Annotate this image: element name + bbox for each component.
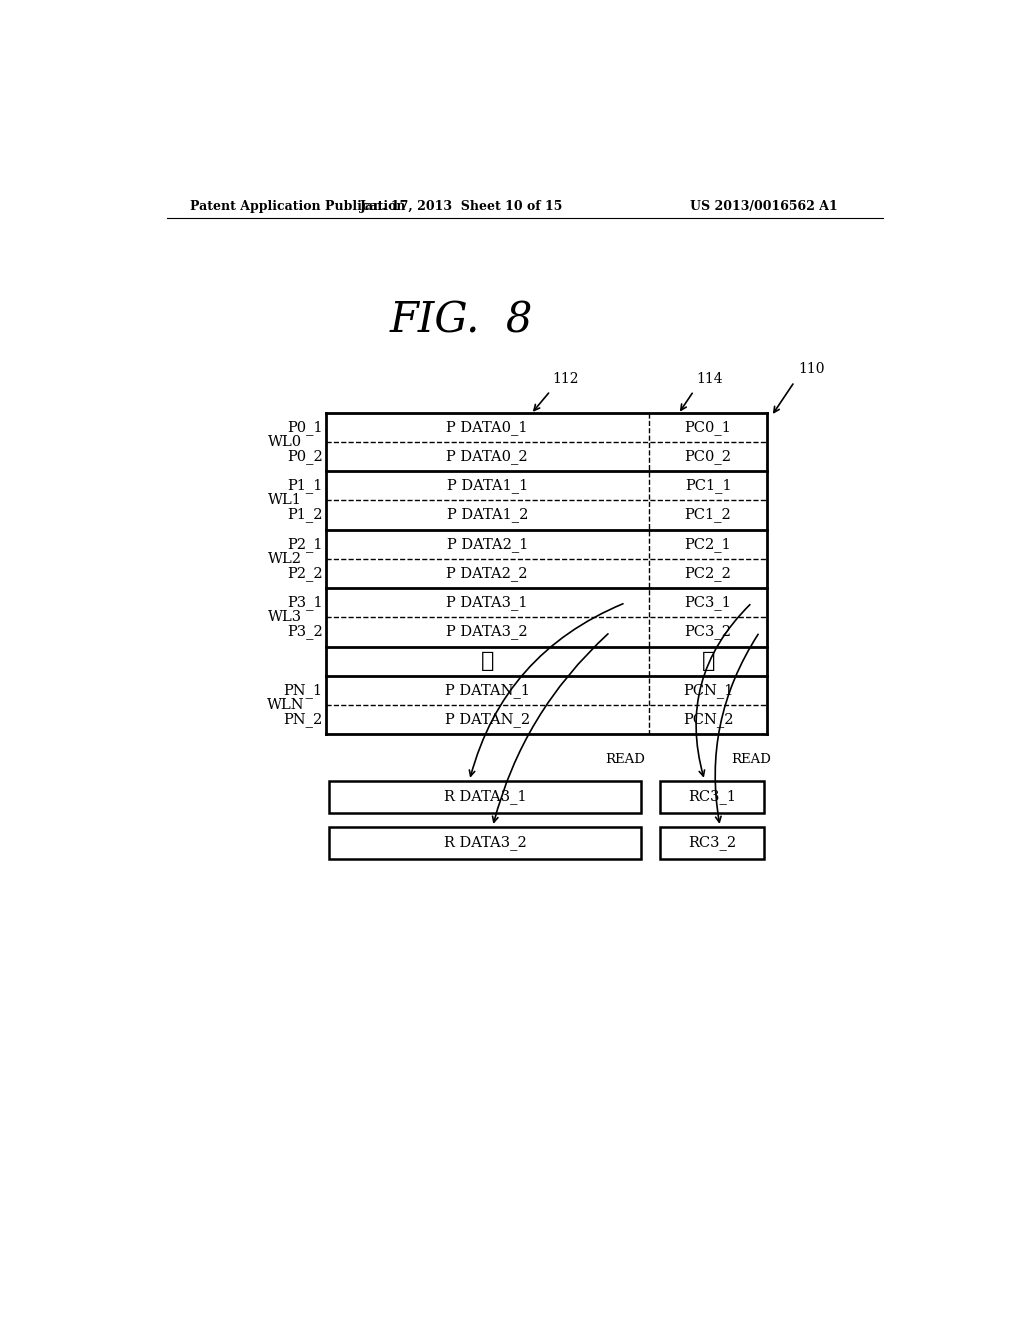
Text: PN_1: PN_1 [284,682,323,698]
Text: P DATA2_2: P DATA2_2 [446,566,528,581]
Text: RC3_1: RC3_1 [688,789,736,804]
Text: P1_2: P1_2 [287,507,323,523]
Text: P2_2: P2_2 [287,566,323,581]
Text: WLN: WLN [266,698,304,711]
Text: P DATAN_2: P DATAN_2 [444,713,529,727]
Text: P DATA3_1: P DATA3_1 [446,595,528,610]
Text: Patent Application Publication: Patent Application Publication [190,199,406,213]
Text: P3_1: P3_1 [287,595,323,610]
Text: PC3_1: PC3_1 [685,595,731,610]
Text: P DATA0_2: P DATA0_2 [446,449,528,463]
Text: RC3_2: RC3_2 [688,836,736,850]
Bar [660,780,764,813]
Text: 112: 112 [553,371,580,385]
Text: WL2: WL2 [268,552,302,566]
Text: PC1_1: PC1_1 [685,478,731,494]
Text: PCN_1: PCN_1 [683,682,733,698]
Text: P3_2: P3_2 [287,624,323,639]
Bar [660,826,764,859]
Text: US 2013/0016562 A1: US 2013/0016562 A1 [689,199,838,213]
Text: P DATA1_2: P DATA1_2 [446,507,528,523]
Text: 110: 110 [799,362,825,376]
Text: READ: READ [605,754,645,767]
Text: PC0_1: PC0_1 [685,420,731,434]
Text: PC3_2: PC3_2 [685,624,731,639]
Text: PC2_1: PC2_1 [685,537,731,552]
Text: WL3: WL3 [268,610,302,624]
Text: P DATA2_1: P DATA2_1 [446,537,528,552]
Text: P DATA3_2: P DATA3_2 [446,624,528,639]
Text: WL1: WL1 [268,494,302,507]
Text: P0_1: P0_1 [287,420,323,434]
Bar [329,826,641,859]
Text: R DATA3_1: R DATA3_1 [443,789,526,804]
Text: FIG.  8: FIG. 8 [389,300,532,341]
Text: P2_1: P2_1 [287,537,323,552]
Text: PC2_2: PC2_2 [685,566,731,581]
Text: WL0: WL0 [268,434,302,449]
Text: P DATA0_1: P DATA0_1 [446,420,528,434]
Text: P DATAN_1: P DATAN_1 [444,682,529,698]
Text: R DATA3_2: R DATA3_2 [443,836,526,850]
Text: PCN_2: PCN_2 [683,713,733,727]
Text: P DATA1_1: P DATA1_1 [446,478,527,494]
Text: PN_2: PN_2 [284,713,323,727]
Text: 114: 114 [696,371,723,385]
Text: PC0_2: PC0_2 [685,449,731,463]
Bar [329,780,641,813]
Text: PC1_2: PC1_2 [685,507,731,523]
Text: ⋮: ⋮ [480,651,494,672]
Text: P1_1: P1_1 [287,478,323,494]
Text: READ: READ [731,754,771,767]
Text: P0_2: P0_2 [287,449,323,463]
Text: ⋮: ⋮ [701,651,715,672]
Text: Jan. 17, 2013  Sheet 10 of 15: Jan. 17, 2013 Sheet 10 of 15 [359,199,563,213]
